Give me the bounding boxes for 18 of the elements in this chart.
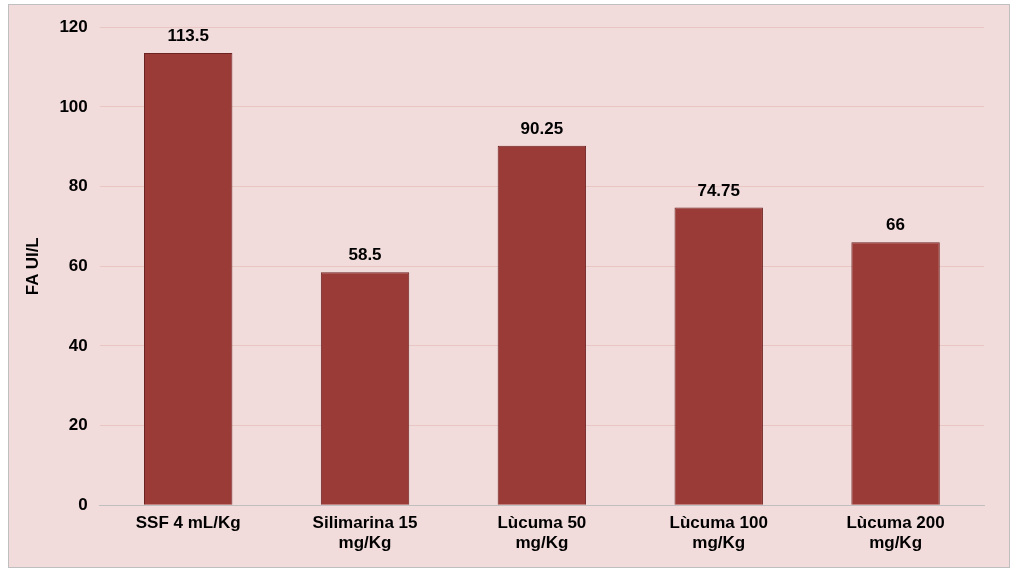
y-tick-label: 20 bbox=[68, 415, 88, 435]
y-tick-label: 80 bbox=[68, 176, 88, 196]
y-tick-label: 40 bbox=[68, 335, 88, 355]
data-label: 66 bbox=[886, 215, 906, 235]
x-tick-label: Lùcuma 200 mg/Kg bbox=[846, 513, 945, 553]
y-tick-label: 60 bbox=[68, 255, 88, 275]
y-axis-title: FA UI/L bbox=[22, 237, 42, 296]
x-tick-label: Lùcuma 50 mg/Kg bbox=[497, 513, 587, 553]
data-label: 58.5 bbox=[348, 245, 382, 265]
y-tick-label: 120 bbox=[59, 16, 88, 36]
x-tick-label: SSF 4 mL/Kg bbox=[135, 513, 241, 533]
data-label: 74.75 bbox=[697, 180, 740, 200]
data-label: 90.25 bbox=[520, 118, 564, 138]
x-tick-label: Silimarina 15 mg/Kg bbox=[312, 513, 418, 553]
data-label: 113.5 bbox=[167, 26, 209, 46]
y-tick-label: 100 bbox=[59, 96, 88, 116]
y-tick-label: 0 bbox=[78, 494, 88, 514]
x-tick-label: Lùcuma 100 mg/Kg bbox=[669, 513, 768, 553]
